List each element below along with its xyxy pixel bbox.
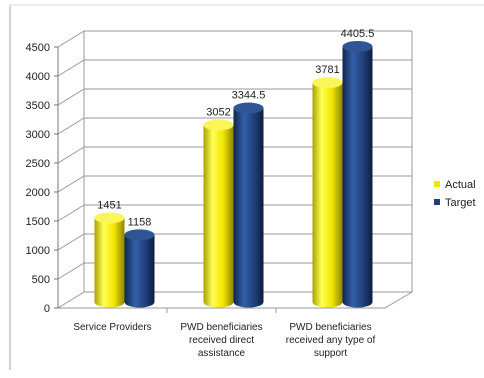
- bar-target-0: [124, 229, 155, 308]
- gridline-side: [57, 291, 85, 309]
- chart-border: [9, 4, 484, 370]
- data-label: 3052: [206, 106, 230, 118]
- data-label: 4405.5: [341, 28, 375, 40]
- bar-body: [233, 108, 264, 308]
- y-tick-label: 4000: [26, 71, 50, 83]
- gridline-side: [57, 117, 85, 135]
- bar-target-2: [342, 40, 373, 308]
- gridline-side: [57, 30, 85, 48]
- gridline-side: [57, 175, 85, 193]
- category-label: PWD beneficiaries received direct assistan…: [180, 322, 262, 359]
- bar-top: [203, 119, 234, 131]
- bar-top: [233, 102, 264, 114]
- y-tick-label: 4500: [26, 42, 50, 54]
- bar-actual-1: [203, 119, 234, 308]
- legend-item-target: Target: [434, 197, 476, 209]
- data-label: 3781: [315, 64, 339, 76]
- bar-top: [124, 229, 155, 241]
- bar-body: [312, 82, 343, 308]
- y-axis: 0 500 1000 1500 2000 2500 3000 3500 4000 4500: [26, 42, 59, 315]
- bar-top: [312, 77, 343, 89]
- gridline-side: [57, 204, 85, 222]
- y-tick-label: 3500: [26, 100, 50, 112]
- bar-body: [203, 124, 234, 308]
- bar-target-1: [233, 102, 264, 308]
- category-label: Service Providers: [73, 322, 151, 333]
- data-label: 3344.5: [232, 90, 266, 102]
- y-tick-label: 2500: [26, 158, 50, 170]
- gridline-side: [57, 262, 85, 280]
- data-label: 1451: [97, 199, 121, 211]
- bar-top: [94, 212, 125, 224]
- legend-swatch: [434, 199, 440, 205]
- y-tick-label: 2000: [26, 187, 50, 199]
- gridline-side: [57, 88, 85, 106]
- legend: Actual Target: [434, 179, 476, 209]
- bar-actual-2: [312, 77, 343, 308]
- bar-top: [342, 40, 373, 52]
- y-tick-label: 3000: [26, 129, 50, 141]
- bar-body: [124, 234, 155, 308]
- bar-actual-0: [94, 212, 125, 308]
- y-tick-label: 500: [32, 274, 50, 286]
- legend-label: Actual: [445, 179, 476, 191]
- bar-body: [94, 217, 125, 308]
- y-tick-label: 1000: [26, 245, 50, 257]
- gridline-side: [57, 59, 85, 77]
- category-label: PWD beneficiaries received any type of sup…: [286, 322, 376, 359]
- gridline-side: [57, 233, 85, 251]
- bar-body: [342, 46, 373, 308]
- bars: [94, 40, 373, 308]
- legend-item-actual: Actual: [434, 179, 476, 191]
- legend-label: Target: [445, 197, 476, 209]
- data-label: 1158: [128, 216, 152, 228]
- y-tick-label: 0: [44, 303, 50, 315]
- y-tick-label: 1500: [26, 216, 50, 228]
- x-axis-categories: Service Providers PWD beneficiaries receiv…: [73, 322, 375, 359]
- gridline-side: [57, 146, 85, 164]
- legend-swatch: [434, 181, 440, 187]
